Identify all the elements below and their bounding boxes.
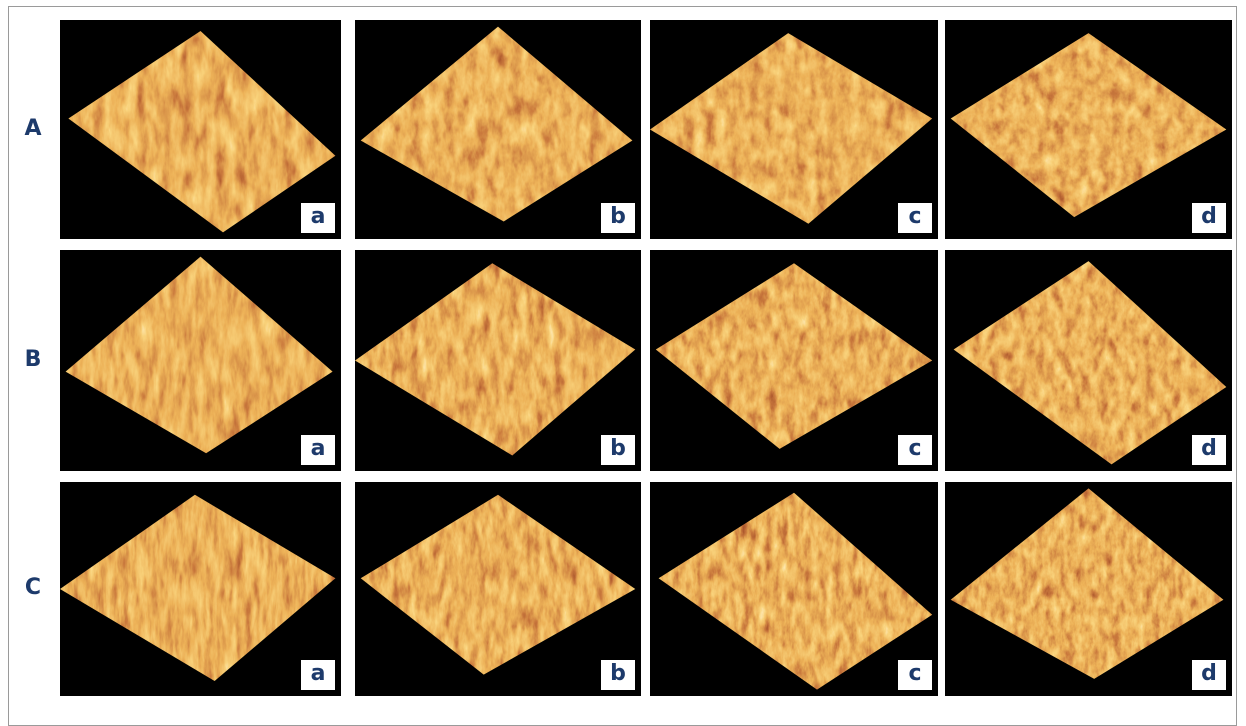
surface-texture xyxy=(60,495,335,681)
afm-image: d xyxy=(945,20,1232,239)
surface-texture xyxy=(954,261,1227,464)
panel-label: a xyxy=(301,203,335,233)
surface-texture xyxy=(68,31,335,232)
panel-label: a xyxy=(301,435,335,465)
surface-texture xyxy=(361,495,636,675)
afm-surface xyxy=(355,20,641,239)
row-label: C xyxy=(18,575,48,600)
afm-surface xyxy=(650,20,938,239)
surface-texture xyxy=(355,263,635,455)
panel-label: d xyxy=(1192,435,1226,465)
panel-label: a xyxy=(301,660,335,690)
afm-surface xyxy=(945,482,1232,696)
afm-surface xyxy=(60,20,341,239)
afm-image: b xyxy=(355,250,641,471)
afm-surface xyxy=(945,250,1232,471)
afm-surface xyxy=(355,482,641,696)
surface-texture xyxy=(656,263,932,449)
afm-image: d xyxy=(945,482,1232,696)
panel-label: c xyxy=(898,203,932,233)
afm-surface xyxy=(60,482,341,696)
afm-surface xyxy=(355,250,641,471)
row-label: A xyxy=(18,116,48,141)
panel-label: b xyxy=(601,203,635,233)
afm-image: b xyxy=(355,482,641,696)
page: (() => { const data = JSON.parse(documen… xyxy=(0,0,1246,705)
surface-texture xyxy=(66,257,333,454)
afm-image: c xyxy=(650,482,938,696)
afm-image: b xyxy=(355,20,641,239)
row-label: B xyxy=(18,347,48,372)
afm-surface xyxy=(650,250,938,471)
afm-image: a xyxy=(60,20,341,239)
afm-image: d xyxy=(945,250,1232,471)
surface-texture xyxy=(650,33,932,224)
surface-texture xyxy=(361,27,633,222)
surface-texture xyxy=(951,33,1227,217)
afm-image: c xyxy=(650,20,938,239)
panel-label: d xyxy=(1192,660,1226,690)
afm-image: c xyxy=(650,250,938,471)
afm-image: a xyxy=(60,250,341,471)
surface-texture xyxy=(659,493,933,690)
panel-label: d xyxy=(1192,203,1226,233)
surface-texture xyxy=(951,488,1224,679)
afm-image: a xyxy=(60,482,341,696)
panel-label: b xyxy=(601,435,635,465)
panel-label: c xyxy=(898,435,932,465)
panel-label: c xyxy=(898,660,932,690)
panel-label: b xyxy=(601,660,635,690)
afm-surface xyxy=(650,482,938,696)
afm-surface xyxy=(945,20,1232,239)
afm-surface xyxy=(60,250,341,471)
